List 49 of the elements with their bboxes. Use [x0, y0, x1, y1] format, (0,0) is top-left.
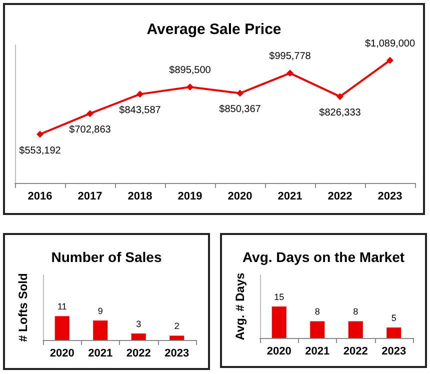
data-label: 9	[98, 306, 103, 316]
point	[186, 84, 194, 91]
bar	[131, 334, 146, 340]
y-axis-title: # Lofts Sold	[16, 273, 30, 342]
x-tick-label: 2020	[228, 190, 252, 202]
data-label: $895,500	[169, 65, 212, 76]
point	[286, 70, 294, 77]
x-tick-label: 2020	[266, 346, 292, 358]
data-label: 8	[353, 306, 358, 317]
x-tick-label: 2020	[50, 348, 74, 360]
x-tick-label: 2021	[305, 346, 330, 358]
chart-title: Average Sale Price	[146, 21, 282, 38]
data-label: 11	[57, 302, 67, 312]
x-tick-label: 2018	[128, 190, 152, 202]
data-label: 5	[391, 313, 396, 323]
bar	[54, 316, 70, 340]
data-label: 15	[274, 292, 284, 302]
data-label: $850,367	[219, 104, 262, 116]
point	[236, 90, 244, 97]
point	[86, 110, 94, 118]
data-label: 3	[136, 319, 142, 329]
data-label: $843,587	[119, 105, 162, 116]
data-label: $1,089,000	[364, 38, 416, 50]
x-tick-label: 2023	[382, 346, 406, 358]
x-tick-label: 2021	[88, 348, 113, 360]
point	[36, 130, 44, 138]
data-label: $995,778	[269, 51, 312, 62]
data-label: $826,333	[319, 108, 362, 119]
data-label: $553,192	[19, 145, 62, 156]
data-label: 2	[174, 321, 180, 332]
chart-title: Number of Sales	[51, 249, 162, 265]
x-tick-label: 2017	[78, 190, 102, 202]
x-tick-label: 2022	[126, 348, 151, 360]
x-tick-label: 2022	[328, 190, 352, 202]
x-tick-label: 2023	[164, 348, 190, 360]
x-tick-label: 2021	[278, 190, 302, 202]
x-tick-label: 2023	[378, 190, 402, 202]
point	[336, 93, 344, 100]
bar	[93, 320, 108, 340]
x-tick-label: 2019	[178, 190, 202, 202]
chart-title: Avg. Days on the Market	[242, 249, 405, 265]
point	[386, 56, 394, 64]
x-tick-label: 2022	[343, 346, 368, 358]
data-label: $702,863	[69, 124, 112, 136]
bar	[170, 336, 184, 340]
point	[136, 90, 144, 98]
y-axis-title: Avg. # Days	[233, 272, 247, 340]
data-label: 8	[314, 306, 320, 317]
x-tick-label: 2016	[28, 190, 52, 202]
